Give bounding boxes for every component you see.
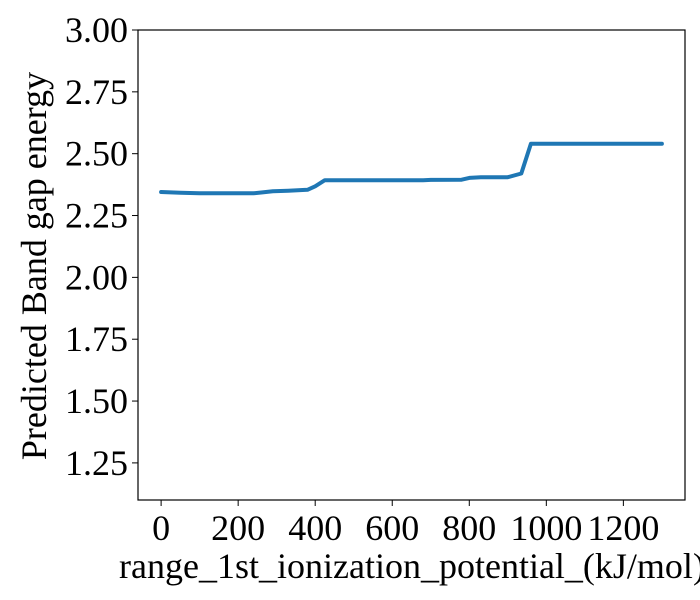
axes xyxy=(137,29,686,501)
y-tick-label: 1.25 xyxy=(65,443,128,483)
y-tick-label: 2.25 xyxy=(65,196,128,236)
x-tick-label: 200 xyxy=(211,508,265,548)
x-tick-label: 0 xyxy=(152,508,170,548)
x-tick-label: 800 xyxy=(442,508,496,548)
ticks-layer: 0 200 400 600 800 1000 1200 1.25 1.50 1.75 2.00 2.2… xyxy=(65,10,659,548)
plot-frame xyxy=(137,29,686,501)
x-tick-label: 600 xyxy=(365,508,419,548)
y-tick-label: 2.00 xyxy=(65,257,128,297)
x-tick-label: 400 xyxy=(288,508,342,548)
y-tick-label: 3.00 xyxy=(65,10,128,50)
x-axis-title: range_1st_ionization_potential_(kJ/mol) xyxy=(119,546,700,586)
x-tick-label: 1200 xyxy=(587,508,659,548)
x-tick-label: 1000 xyxy=(510,508,582,548)
y-tick-label: 2.50 xyxy=(65,134,128,174)
y-tick-label: 1.50 xyxy=(65,381,128,421)
y-tick-label: 1.75 xyxy=(65,319,128,359)
y-axis-title: Predicted Band gap energy xyxy=(14,72,54,460)
series-line xyxy=(159,141,664,196)
series-layer xyxy=(159,141,664,196)
y-tick-label: 2.75 xyxy=(65,72,128,112)
